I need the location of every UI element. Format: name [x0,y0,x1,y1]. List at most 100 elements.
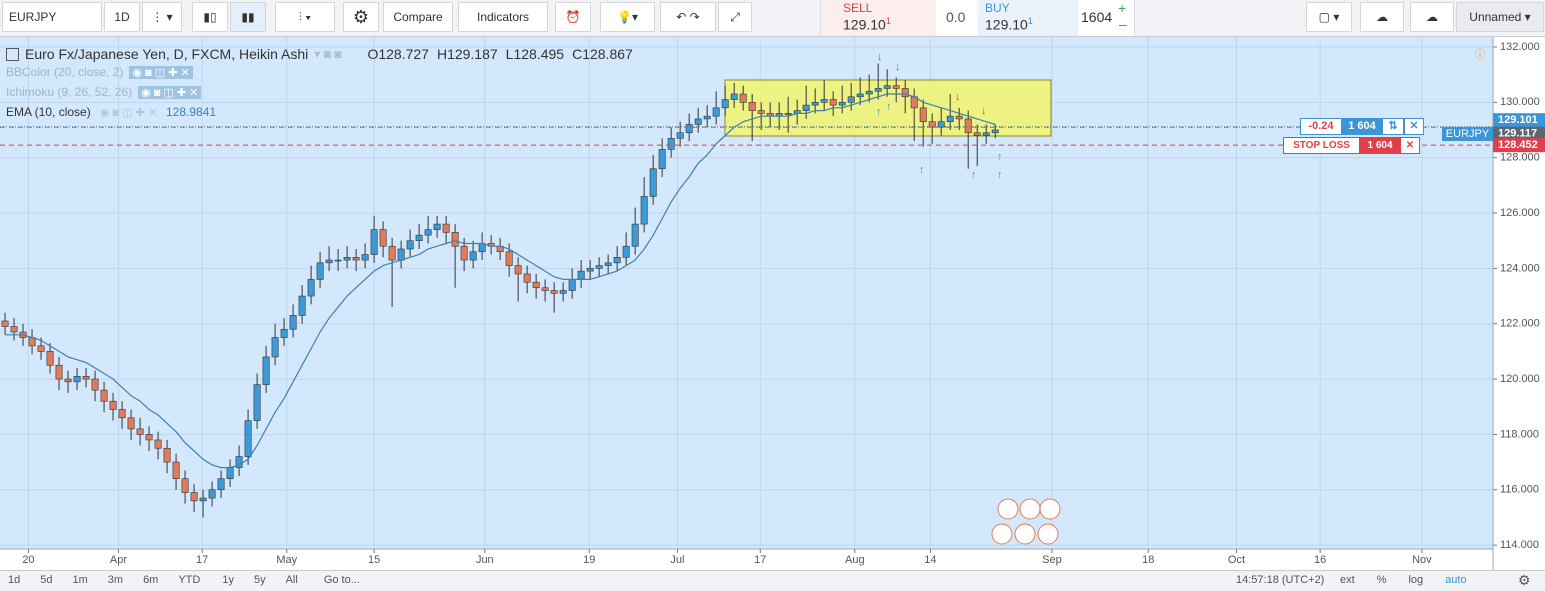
candle-body [685,124,693,134]
bottom-bar: 1d 5d 1m 3m 6m YTD 1y 5y All Go to... 14:57:18 (U… [0,570,1545,591]
candle-body [595,265,603,269]
collapse-toggle[interactable] [6,47,19,61]
scale-option[interactable]: auto [1445,574,1467,586]
indicators-button[interactable]: Indicators [458,2,548,32]
candle-body [649,168,657,197]
candle-body [946,115,954,122]
candle-body [226,467,234,480]
legend-icons[interactable]: ▾ ◙ ◙ [314,47,342,61]
reverse-button[interactable]: ⇅ [1382,118,1404,135]
candle-body [325,259,333,264]
candle-body [280,328,288,338]
buy-price-text: 129.10 [985,16,1028,33]
load-layout[interactable]: ☁ [1360,2,1404,32]
ohlc-value: 128.495 [513,46,565,62]
candle-body [406,240,414,250]
event-marker [1039,498,1061,520]
candle-body [856,93,864,98]
scale-settings[interactable]: ⚙ [1518,572,1531,588]
range-button[interactable]: YTD [178,574,201,586]
range-button[interactable]: 5y [253,574,266,586]
candle-body [919,107,927,122]
indicator-controls[interactable]: ◉ ◙ ◫ ✚ ✕ [99,106,157,119]
ohlc-label: L [505,46,514,62]
candle-body [154,439,162,449]
x-tick-label: 20 [22,554,34,566]
candle-body [361,254,369,261]
x-tick-label: 15 [368,554,380,566]
arrow-up: ↑ [876,106,882,118]
interval-menu[interactable]: ⋮ ▾ [142,2,182,32]
candle-body [568,279,576,291]
price-label: 129.101 [1498,114,1538,126]
scale-option[interactable]: log [1408,574,1424,586]
warning-icon[interactable]: ⓘ [1475,48,1486,61]
range-button[interactable]: All [285,574,298,586]
cancel-stop[interactable]: ✕ [1400,137,1420,154]
interval[interactable]: 1D [104,2,140,32]
sell-sup: 1 [885,16,891,26]
candle-body [712,107,720,117]
candle-body [55,364,63,380]
position-line: -0.24 1 604 ⇅ ✕ [1300,118,1424,135]
sell-button[interactable]: SELL 129.101 [821,0,936,36]
candle-body [73,376,81,383]
candle-body [991,129,999,134]
save-layout[interactable]: ☁ [1410,2,1454,32]
range-button[interactable]: 1d [8,574,21,586]
settings[interactable]: ⚙ [343,2,379,32]
price-label-bg [1493,113,1545,128]
fullscreen[interactable]: ⤢ [718,2,752,32]
range-button[interactable]: 5d [40,574,53,586]
buy-button[interactable]: BUY 129.101 [978,0,1078,36]
bars-style[interactable]: ▮▯ [192,2,228,32]
y-tick-label: 120.000 [1500,373,1540,385]
candle-body [784,113,792,115]
arrow-down: ↓ [877,51,883,63]
indicator-controls[interactable]: ◉ ◙ ◫ ✚ ✕ [138,85,202,99]
candles-style[interactable]: ▮▮ [230,2,266,32]
symbol-input[interactable]: EURJPY [2,2,102,32]
color-picker[interactable]: ▢ ▾ [1306,2,1352,32]
position-qty: 1 604 [1342,118,1382,135]
undo-redo[interactable]: ↶ ↷ [660,2,716,32]
close-position[interactable]: ✕ [1404,118,1424,135]
x-tick-label: Aug [845,554,865,566]
chart-type[interactable]: ⫶ ▾ [275,2,335,32]
candle-body [163,447,171,463]
stop-loss-label: STOP LOSS [1283,137,1360,154]
candle-body [613,256,621,264]
candle-body [370,229,378,255]
quantity[interactable]: 1604 [1081,9,1113,25]
candle-body [838,102,846,106]
arrow-up: ↑ [997,169,1003,181]
range-button[interactable]: 6m [143,574,159,586]
candle-body [451,232,459,247]
y-tick-label: 130.000 [1500,96,1540,108]
qty-minus[interactable]: – [1119,16,1127,32]
range-button[interactable]: 3m [107,574,124,586]
layout-name[interactable]: Unnamed ▾ [1456,2,1544,32]
candle-body [334,259,342,262]
sell-price: 129.101 [843,16,891,33]
compare-button[interactable]: Compare [383,2,453,32]
range-button[interactable]: 1m [72,574,88,586]
scale-option[interactable]: ext [1340,574,1355,586]
candle-body [109,400,117,410]
ohlc-item: H129.187 [437,46,498,62]
qty-plus[interactable]: + [1118,0,1127,16]
buy-label: BUY [985,1,1010,15]
y-tick-label: 122.000 [1500,318,1540,330]
range-buttons: 1d 5d 1m 3m 6m YTD 1y 5y All Go to... [8,574,360,586]
ideas[interactable]: 💡▾ [600,2,655,32]
candle-body [676,132,684,139]
scale-option[interactable]: % [1376,574,1387,586]
range-button[interactable]: 1y [222,574,234,586]
x-tick-label: Apr [110,554,127,566]
indicator-controls[interactable]: ◉ ◙ ◫ ✚ ✕ [129,65,193,79]
event-marker [1019,498,1041,520]
ohlc-label: O [367,46,379,62]
x-tick-label: 17 [196,554,208,566]
alert[interactable]: ⏰ [555,2,591,32]
goto-button[interactable]: Go to... [323,574,360,586]
